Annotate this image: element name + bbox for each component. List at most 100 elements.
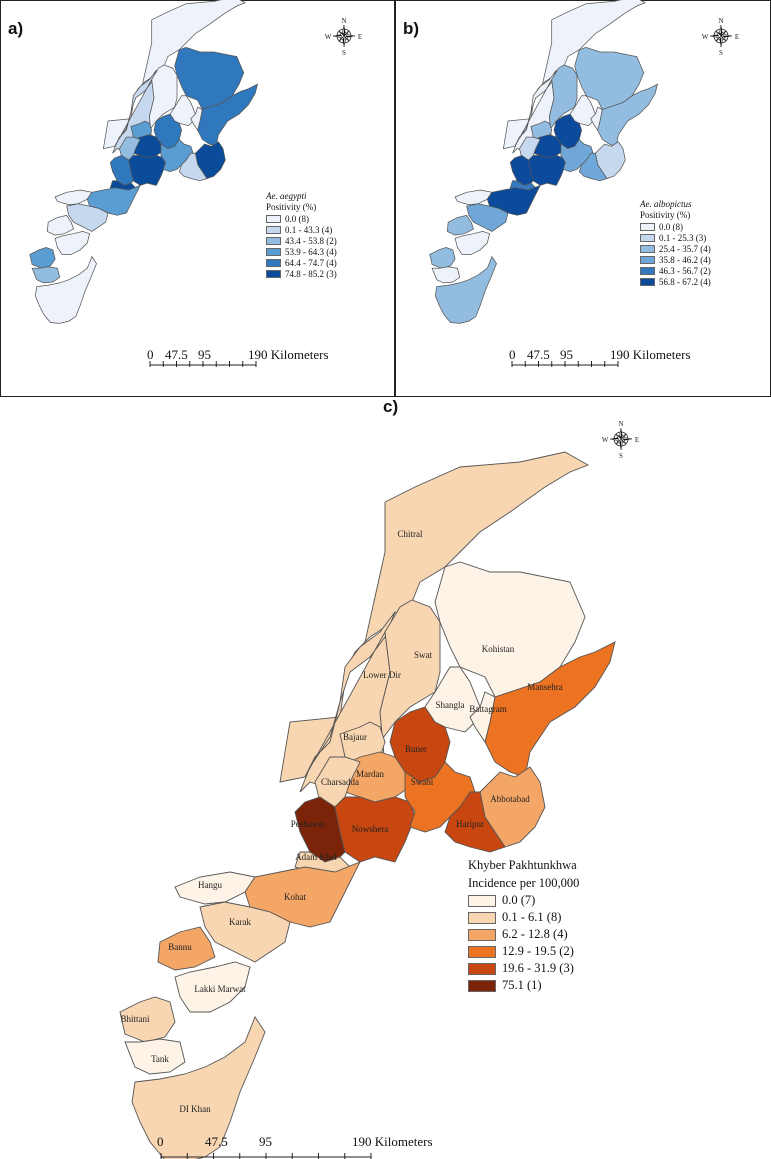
district-15 — [444, 791, 506, 853]
district-label: Adam Khel — [295, 852, 337, 862]
district-24 — [34, 255, 97, 324]
legend-rows: 0.0 (8) 0.1 - 25.3 (3) 25.4 - 35.7 (4) 35.8… — [640, 221, 711, 287]
scale-bar — [511, 361, 619, 367]
district-label: Swabi — [411, 777, 434, 787]
legend-item: 12.9 - 19.5 (2) — [468, 943, 579, 960]
map-b-svg: N S E W — [429, 0, 739, 367]
legend-item: 53.9 - 64.3 (4) — [266, 246, 337, 257]
compass-direction: E — [635, 436, 639, 444]
district-map-b — [429, 0, 659, 324]
scale-tick-47: 47.5 — [165, 347, 188, 362]
compass-direction: N — [718, 17, 723, 25]
compass-direction: E — [735, 33, 739, 41]
legend-swatch — [640, 233, 655, 242]
district-22 — [429, 247, 456, 269]
district-20 — [46, 214, 74, 236]
legend-measure: Positivity (%) — [640, 210, 691, 220]
district-21 — [54, 231, 91, 255]
compass-direction: S — [719, 49, 723, 57]
district-23 — [431, 266, 461, 284]
legend-item: 46.3 - 56.7 (2) — [640, 265, 711, 276]
district-label: Shangla — [436, 700, 465, 710]
legend-label: 53.9 - 64.3 (4) — [285, 246, 337, 257]
legend-swatch — [468, 928, 496, 941]
legend-item: 25.4 - 35.7 (4) — [640, 243, 711, 254]
scale-tick-47: 47.5 — [205, 1134, 228, 1149]
map-panel-a: a) N S E W Ae. aegypti Positivity (%) 0.0 (… — [0, 0, 395, 397]
district-label: Tank — [151, 1054, 169, 1064]
district-map-a — [29, 0, 259, 324]
legend-species: Ae. aegypti — [266, 191, 307, 201]
legend-swatch — [468, 945, 496, 958]
legend-swatch — [266, 247, 281, 256]
legend-label: 0.0 (8) — [659, 221, 683, 232]
scale-tick-190: 190 Kilometers — [352, 1134, 433, 1149]
legend-label: 0.0 (7) — [502, 893, 536, 907]
legend-label: 0.0 (8) — [285, 213, 309, 224]
scale-tick-95: 95 — [198, 347, 211, 362]
legend-item: 0.1 - 6.1 (8) — [468, 909, 579, 926]
legend-measure: Incidence per 100,000 — [468, 876, 580, 890]
legend-measure: Positivity (%) — [266, 202, 317, 212]
map-panel-c: c) Chitral Lower Dir Swat Kohistan Mansehra S… — [0, 397, 771, 1159]
legend-item: 19.6 - 31.9 (3) — [468, 960, 579, 977]
district-22 — [29, 247, 56, 269]
district-label: Mardan — [356, 769, 384, 779]
district-6 — [469, 691, 496, 744]
legend-rows: 0.0 (7) 0.1 - 6.1 (8) 6.2 - 12.8 (4) 12.9 -… — [468, 892, 579, 994]
legend-species: Ae. albopictus — [640, 199, 692, 209]
legend-label: 0.1 - 43.3 (4) — [285, 224, 333, 235]
legend-label: 35.8 - 46.2 (4) — [659, 254, 711, 265]
legend-swatch — [468, 894, 496, 907]
legend-item: 56.8 - 67.2 (4) — [640, 276, 711, 287]
scale-tick-95: 95 — [560, 347, 573, 362]
compass-rose-icon: N S E W — [325, 17, 362, 57]
scale-tick-0: 0 — [509, 347, 516, 362]
district-label: Kohistan — [482, 644, 515, 654]
district-17 — [54, 189, 93, 206]
district-label: Abbotabad — [490, 794, 530, 804]
district-label: Swat — [414, 650, 432, 660]
district-label: Karak — [229, 917, 251, 927]
district-label: Battagram — [469, 704, 507, 714]
legend-swatch — [266, 236, 281, 245]
legend-label: 12.9 - 19.5 (2) — [502, 944, 574, 958]
district-label: Buner — [405, 744, 427, 754]
compass-rose-icon: N S E W — [702, 17, 739, 57]
map-panel-b: b) N S E W Ae. albopictus Positivity (%) 0.… — [395, 0, 771, 397]
district-19 — [466, 203, 509, 232]
legend-item: 0.0 (8) — [266, 213, 337, 224]
district-label: Bhittani — [121, 1014, 150, 1024]
legend-label: 75.1 (1) — [502, 978, 542, 992]
district-label: Hangu — [198, 880, 222, 890]
legend-c: Khyber Pakhtunkhwa Incidence per 100,000… — [468, 856, 579, 994]
district-24 — [434, 255, 497, 324]
scale-bar — [160, 1153, 372, 1159]
legend-label: 25.4 - 35.7 (4) — [659, 243, 711, 254]
scale-tick-190: 190 Kilometers — [248, 347, 329, 362]
district-label: Kohat — [284, 892, 306, 902]
district-19 — [66, 203, 109, 232]
legend-label: 74.8 - 85.2 (3) — [285, 268, 337, 279]
legend-item: 35.8 - 46.2 (4) — [640, 254, 711, 265]
legend-swatch — [640, 255, 655, 264]
district-4 — [597, 83, 659, 147]
legend-item: 74.8 - 85.2 (3) — [266, 268, 337, 279]
district-15 — [178, 152, 208, 182]
district-15 — [578, 152, 608, 182]
legend-item: 0.0 (8) — [640, 221, 711, 232]
legend-swatch — [640, 277, 655, 286]
compass-direction: E — [358, 33, 362, 41]
scale-bar — [149, 361, 257, 367]
district-label: Haripur — [456, 819, 484, 829]
district-label: Mansehra — [527, 682, 563, 692]
compass-direction: S — [342, 49, 346, 57]
district-12 — [128, 155, 166, 186]
legend-label: 56.8 - 67.2 (4) — [659, 276, 711, 287]
panel-label-c: c) — [383, 397, 399, 416]
district-20 — [157, 926, 216, 971]
district-label: Chitral — [398, 529, 423, 539]
district-label: Peshawar — [291, 819, 326, 829]
legend-label: 6.2 - 12.8 (4) — [502, 927, 568, 941]
district-24 — [131, 1016, 266, 1159]
